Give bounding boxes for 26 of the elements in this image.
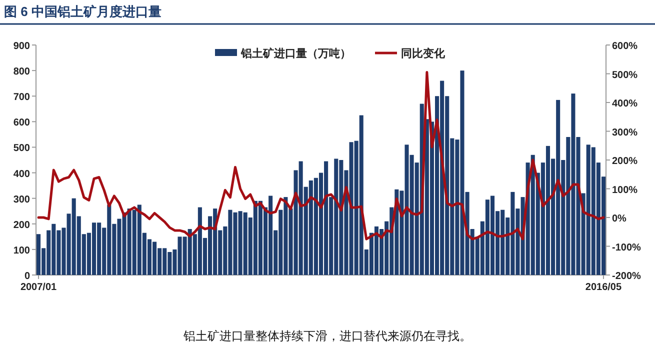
x-tick-label: 2016/05 (585, 282, 622, 293)
legend-label: 同比变化 (401, 47, 446, 60)
y2-tick-label: 600% (612, 41, 638, 52)
chart-title: 图 6 中国铝土矿月度进口量 (4, 4, 162, 19)
y-tick-label: 100 (13, 245, 30, 256)
y2-tick-label: 300% (612, 127, 638, 138)
y2-tick-label: 100% (612, 184, 638, 196)
y-tick-label: 800 (13, 66, 30, 78)
legend-label: 铝土矿进口量（万吨） (240, 47, 351, 60)
y2-tick-label: 200% (612, 156, 638, 167)
y2-tick-label: 500% (612, 70, 638, 81)
y-tick-label: 200 (13, 220, 30, 231)
y-tick-label: 300 (13, 194, 30, 206)
y-tick-label: 500 (13, 143, 30, 154)
y-tick-label: 700 (13, 92, 30, 104)
y-tick-label: 900 (13, 41, 30, 52)
y2-tick-label: -100% (612, 242, 642, 254)
x-tick-label: 2007/01 (20, 282, 58, 293)
y2-tick-label: 0% (612, 214, 627, 224)
y-tick-label: 0 (24, 271, 30, 282)
line-series (37, 71, 605, 240)
y2-tick-label: 400% (612, 98, 638, 110)
y-tick-label: 600 (13, 118, 30, 129)
y2-tick-label: -200% (612, 271, 642, 282)
y-tick-label: 400 (13, 168, 30, 180)
text: 铝土矿进口量整体持续下滑，进口替代来源仍在寻找。 (182, 329, 472, 343)
